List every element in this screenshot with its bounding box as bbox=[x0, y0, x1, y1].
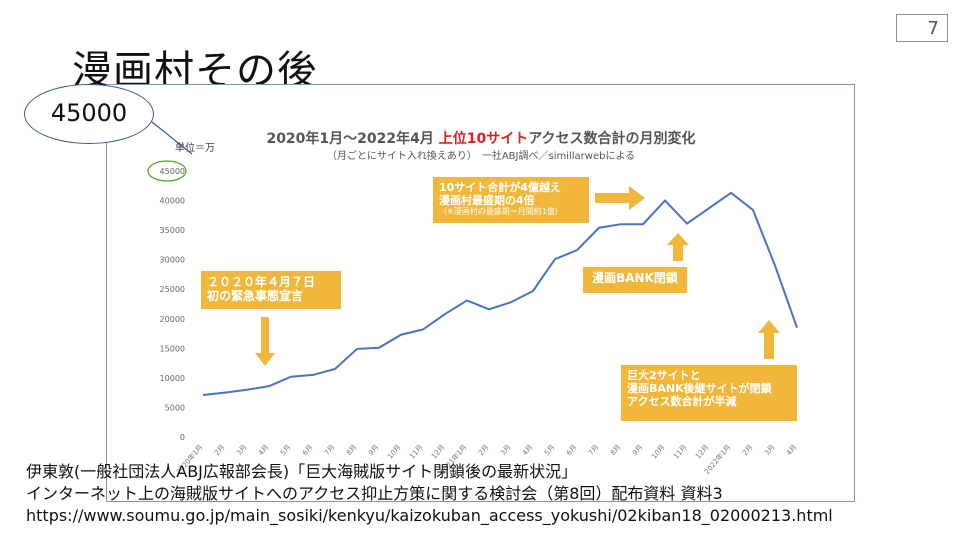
citation: 伊東敦(一般社団法人ABJ広報部会長)「巨大海賊版サイト閉鎖後の最新状況」 イン… bbox=[26, 461, 833, 527]
y-tick-label: 5000 bbox=[165, 403, 185, 412]
annotation-peak-line-3: （※漫画村の最盛期＝月間約1億） bbox=[439, 207, 563, 217]
callout-bubble: 45000 bbox=[24, 84, 154, 144]
annotation-bank: 漫画BANK閉鎖 bbox=[583, 267, 687, 293]
page-number: 7 bbox=[896, 14, 948, 42]
annotation-closure-line-2: 漫画BANK後継サイトが閉鎖 bbox=[627, 382, 772, 396]
annotation-closure-line-1: 巨大2サイトと bbox=[627, 369, 701, 382]
arrow-up-closure bbox=[758, 320, 780, 359]
y-tick-label: 35000 bbox=[160, 226, 185, 235]
unit-label: 単位＝万 bbox=[175, 141, 215, 154]
annotation-peak-line-2: 漫画村最盛期の4倍 bbox=[439, 194, 535, 208]
annotation-closure: 巨大2サイトと 漫画BANK後継サイトが閉鎖 アクセス数合計が半減 bbox=[621, 365, 797, 421]
access-chart: 2020年1月～2022年4月 上位10サイトアクセス数合計の月別変化 （月ごと… bbox=[147, 130, 799, 476]
citation-line-2: インターネット上の海賊版サイトへのアクセス抑止方策に関する検討会（第8回）配布資… bbox=[26, 484, 723, 503]
chart-frame: 2020年1月～2022年4月 上位10サイトアクセス数合計の月別変化 （月ごと… bbox=[106, 84, 855, 502]
arrow-up-bank bbox=[667, 233, 689, 261]
annotation-emergency-line-2: 初の緊急事態宣言 bbox=[207, 289, 304, 304]
series-line bbox=[202, 191, 798, 397]
annotation-closure-line-3: アクセス数合計が半減 bbox=[627, 395, 737, 409]
annotation-emergency-line-1: ２０２０年４月７日 bbox=[207, 275, 316, 289]
y-tick-label: 45000 bbox=[160, 167, 185, 176]
chart-title-highlight: 上位10サイト bbox=[439, 130, 528, 147]
annotation-bank-line-1: 漫画BANK閉鎖 bbox=[592, 271, 678, 285]
annotation-peak: 10サイト合計が4億越え 漫画村最盛期の4倍 （※漫画村の最盛期＝月間約1億） bbox=[433, 177, 589, 223]
y-tick-label: 15000 bbox=[160, 344, 185, 353]
y-tick-label: 20000 bbox=[160, 315, 185, 324]
y-tick-label: 10000 bbox=[160, 374, 185, 383]
highlight-circle bbox=[147, 160, 187, 182]
y-tick-label: 25000 bbox=[160, 285, 185, 294]
chart-subtitle: （月ごとにサイト入れ換えあり） 一社ABJ調べ／simillarwebによる bbox=[327, 149, 635, 162]
chart-title-part-1: 2020年1月～2022年4月 bbox=[266, 130, 438, 147]
y-tick-label: 40000 bbox=[160, 197, 185, 206]
citation-line-1: 伊東敦(一般社団法人ABJ広報部会長)「巨大海賊版サイト閉鎖後の最新状況」 bbox=[26, 462, 578, 481]
y-tick-label: 30000 bbox=[160, 256, 185, 265]
annotation-peak-line-1: 10サイト合計が4億越え bbox=[439, 181, 561, 194]
y-tick-label: 0 bbox=[180, 433, 185, 442]
chart-title: 2020年1月～2022年4月 上位10サイトアクセス数合計の月別変化 bbox=[266, 130, 695, 147]
annotation-emergency: ２０２０年４月７日 初の緊急事態宣言 bbox=[201, 271, 341, 309]
chart-title-part-3: アクセス数合計の月別変化 bbox=[528, 130, 695, 147]
citation-line-3: https://www.soumu.go.jp/main_sosiki/kenk… bbox=[26, 506, 833, 525]
arrow-right-peak bbox=[595, 186, 645, 210]
arrow-down-emergency bbox=[255, 317, 275, 366]
